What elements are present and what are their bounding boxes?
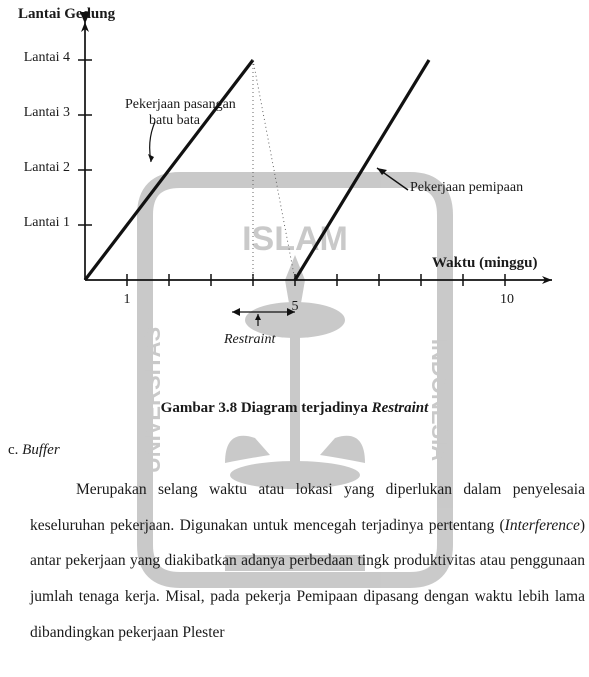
xtick-1: 1 [120, 292, 134, 308]
para-before: Merupakan selang waktu atau lokasi yang … [30, 481, 585, 534]
para-italic: Interference [505, 517, 580, 534]
restraint-chart: Lantai Gedung Lantai 4 Lantai 3 Lantai 2… [0, 0, 560, 360]
chart-svg [0, 0, 560, 360]
section-title: Buffer [22, 442, 60, 458]
figure-caption: Gambar 3.8 Diagram terjadinya Restraint [0, 400, 589, 417]
body-paragraph: Merupakan selang waktu atau lokasi yang … [30, 472, 585, 650]
restraint-label: Restraint [224, 332, 275, 348]
section-letter: c. [8, 442, 22, 458]
section-heading: c. Buffer [8, 442, 60, 459]
xtick-5: 5 [288, 299, 302, 315]
caption-prefix: Gambar 3.8 Diagram terjadinya [161, 400, 372, 416]
xtick-10: 10 [497, 292, 517, 308]
caption-italic: Restraint [372, 400, 429, 416]
para-after: ) antar pekerjaan yang diakibatkan adany… [30, 517, 585, 641]
